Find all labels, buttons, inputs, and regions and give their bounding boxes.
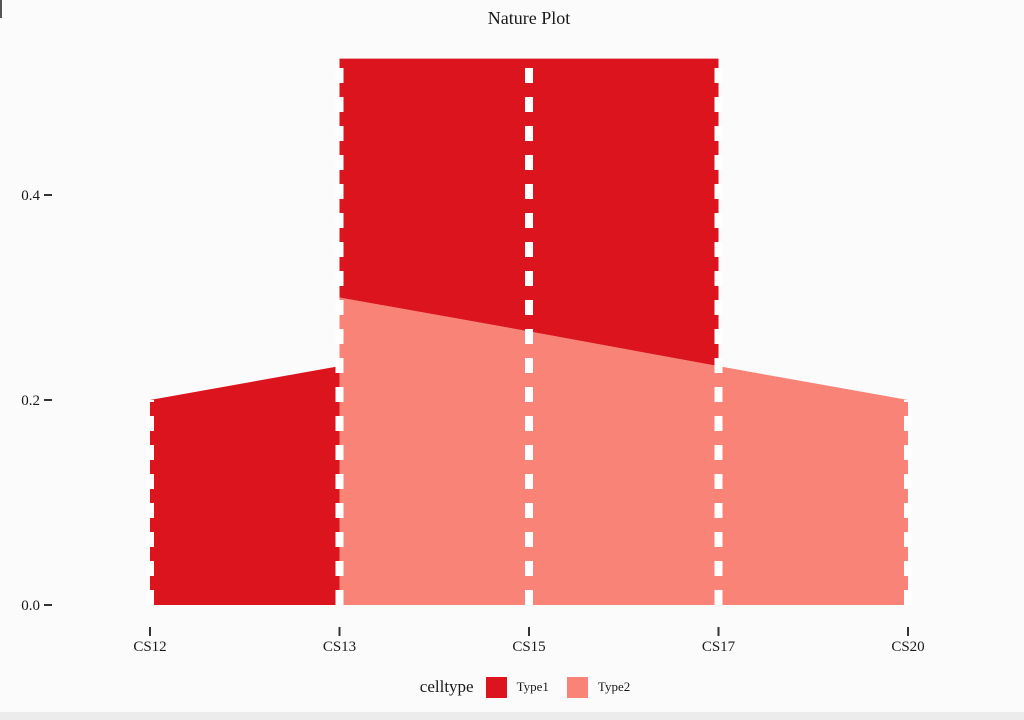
x-axis-label-cs15: CS15 [512,639,545,655]
area-ribbon-type2-1 [339,297,908,605]
legend-label-type1: Type1 [516,679,549,694]
y-axis-label-0.0: 0.0 [21,598,40,614]
y-axis-label-0.4: 0.4 [21,188,40,204]
chart-title: Nature Plot [487,8,571,28]
area-ribbon-type1-0 [150,366,340,605]
x-axis-label-cs20: CS20 [891,639,924,655]
legend-swatch-type1 [485,676,507,698]
legend: celltype Type1 Type2 [40,670,1018,704]
x-axis-label-cs12: CS12 [133,639,166,655]
x-axis-label-cs13: CS13 [323,639,356,655]
legend-label-type2: Type2 [597,679,631,694]
y-axis-label-0.2: 0.2 [21,393,40,409]
area-ribbon-type1-2 [339,58,719,367]
legend-title: celltype [419,677,474,696]
x-axis-label-cs17: CS17 [702,639,736,655]
legend-swatch-type2 [566,676,588,698]
screenshot-edge-artifact [0,0,2,18]
bottom-margin-strip [0,712,1024,720]
